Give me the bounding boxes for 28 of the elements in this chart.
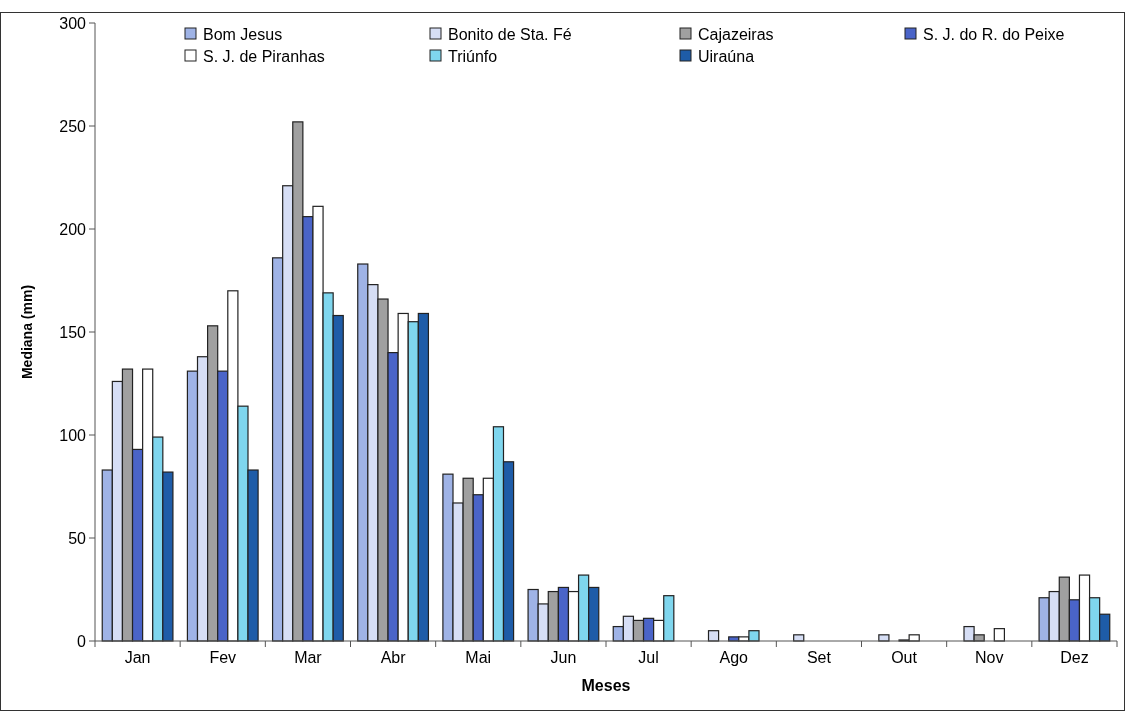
y-tick-label: 150 (59, 323, 87, 341)
x-tick-label: Ago (719, 649, 749, 666)
x-tick-label: Jul (638, 649, 659, 666)
x-axis-title: Meses (581, 677, 631, 694)
x-tick-label: Mar (294, 649, 323, 666)
x-tick-label: Fev (209, 649, 237, 666)
x-tick-label: Jun (550, 649, 577, 666)
x-tick-label: Abr (380, 649, 407, 666)
y-tick-label: 0 (77, 632, 87, 650)
x-tick-label: Out (891, 649, 918, 666)
y-tick-label: 200 (59, 220, 87, 238)
legend-label: S. J. de Piranhas (203, 47, 325, 65)
x-tick-label: Jan (124, 649, 151, 666)
y-tick-label: 50 (68, 529, 87, 547)
legend-label: Uiraúna (698, 47, 755, 65)
y-tick-label: 300 (59, 14, 87, 32)
y-tick-label: 250 (59, 117, 87, 135)
legend-label: Bonito de Sta. Fé (448, 25, 572, 43)
legend-label: Triúnfo (448, 47, 498, 65)
x-tick-label: Mai (465, 649, 492, 666)
x-tick-label: Nov (975, 649, 1004, 666)
legend-label: S. J. do R. do Peixe (923, 25, 1065, 43)
legend-label: Cajazeiras (698, 25, 774, 43)
y-tick-label: 100 (59, 426, 87, 444)
x-tick-label: Dez (1060, 649, 1089, 666)
legend-label: Bom Jesus (203, 25, 283, 43)
y-axis-title: Mediana (mm) (19, 284, 35, 380)
x-tick-label: Set (806, 649, 832, 666)
